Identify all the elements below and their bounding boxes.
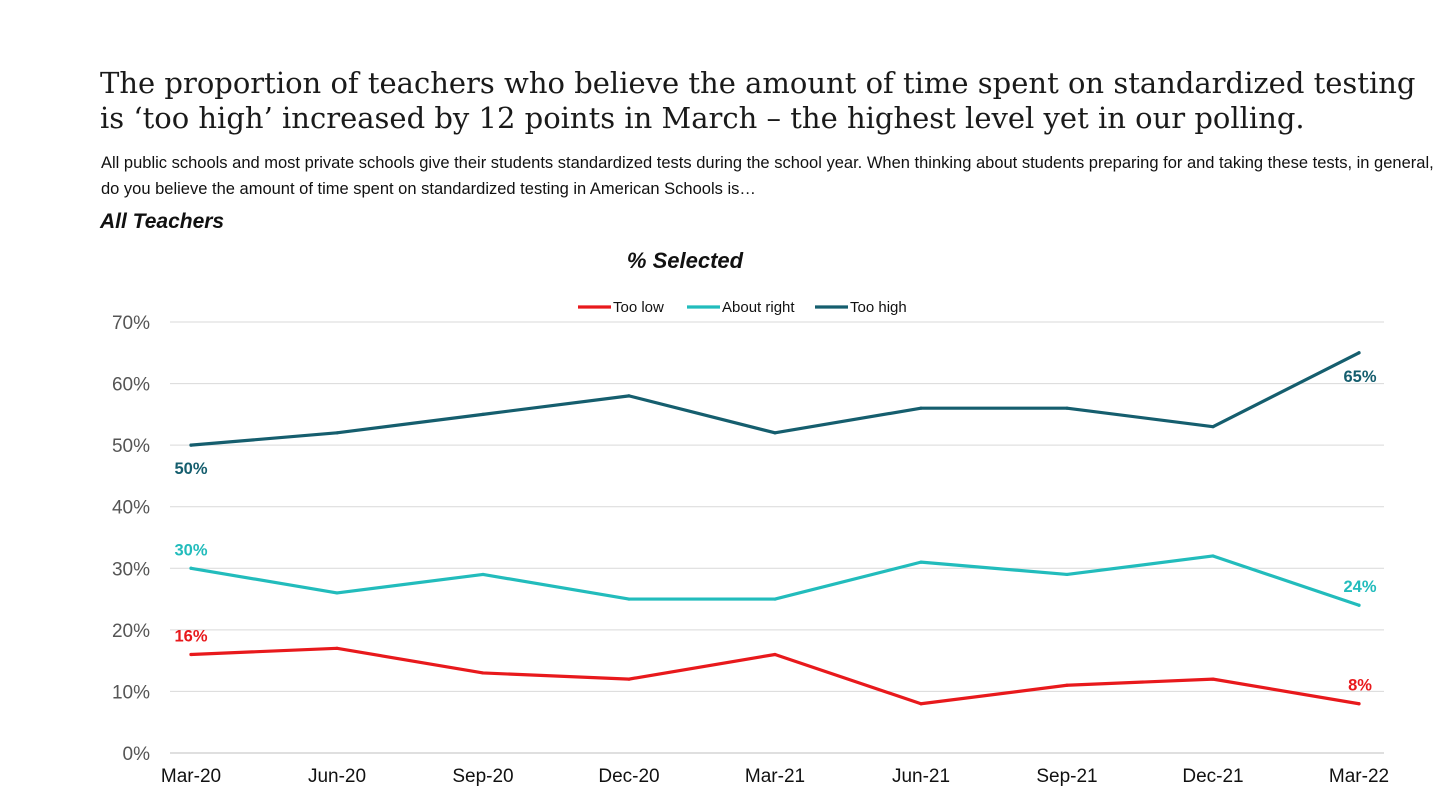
x-tick-label: Mar-22 [1329,766,1389,787]
data-point [773,652,777,657]
chart-title: % Selected [627,248,744,273]
x-tick-label: Dec-20 [598,766,659,787]
data-point [919,406,923,410]
data-label: 16% [174,627,207,645]
headline: The proportion of teachers who believe t… [100,66,1416,135]
data-point [773,431,777,435]
x-tick-label: Sep-21 [1036,766,1097,787]
y-tick-label: 40% [112,498,150,519]
y-tick-label: 70% [112,313,150,334]
data-label: 65% [1343,368,1376,386]
data-point [1211,554,1215,558]
data-point [335,431,339,435]
y-tick-label: 10% [112,682,150,703]
chart-gridlines [170,321,1384,754]
data-labels: 16% 8% 30% 24% 50% 65% [174,368,1376,695]
data-point [1357,351,1361,355]
data-point [189,566,193,570]
x-tick-label: Mar-21 [745,766,805,787]
chart-series [189,351,1361,706]
data-point [481,671,485,675]
y-tick-label: 30% [112,559,150,580]
data-point [335,591,339,595]
data-point [1211,677,1215,681]
data-point [627,394,631,398]
data-point [627,597,631,601]
data-point [1357,702,1361,706]
data-point [1357,603,1361,607]
data-label: 30% [174,541,207,559]
data-label: 50% [174,460,207,478]
data-point [481,572,485,577]
y-axis-ticks: 0% 10% 20% 30% 40% 50% 60% 70% [112,313,150,765]
data-point [335,646,339,650]
legend-item: Too low [578,299,664,316]
survey-question: All public schools and most private scho… [101,154,1434,198]
data-point [627,677,631,681]
data-point [1065,406,1069,410]
legend-item: Too high [815,299,907,316]
data-point [919,702,923,706]
x-tick-label: Dec-21 [1182,766,1243,787]
legend-label: Too low [613,299,664,316]
x-tick-label: Jun-21 [892,766,950,787]
y-tick-label: 60% [112,375,150,396]
y-tick-label: 0% [123,744,151,765]
data-point [1065,683,1069,687]
x-tick-label: Mar-20 [161,766,221,787]
data-point [773,597,777,601]
data-point [189,652,193,657]
legend-label: Too high [850,299,907,316]
y-tick-label: 20% [112,621,150,642]
data-point [919,560,923,564]
x-tick-label: Sep-20 [452,766,513,787]
legend-label: About right [722,299,795,316]
data-point [481,412,485,416]
data-point [189,443,193,447]
data-point [1211,425,1215,429]
data-label: 24% [1343,578,1376,596]
x-tick-label: Jun-20 [308,766,366,787]
data-point [1065,572,1069,577]
data-label: 8% [1348,677,1372,695]
series-line-too-low [189,646,1361,706]
legend-item: About right [687,299,795,316]
section-label: All Teachers [100,210,225,233]
chart-legend: Too low About right Too high [578,299,907,316]
y-tick-label: 50% [112,436,150,457]
x-axis-ticks: Mar-20 Jun-20 Sep-20 Dec-20 Mar-21 Jun-21 Sep-… [161,766,1389,787]
